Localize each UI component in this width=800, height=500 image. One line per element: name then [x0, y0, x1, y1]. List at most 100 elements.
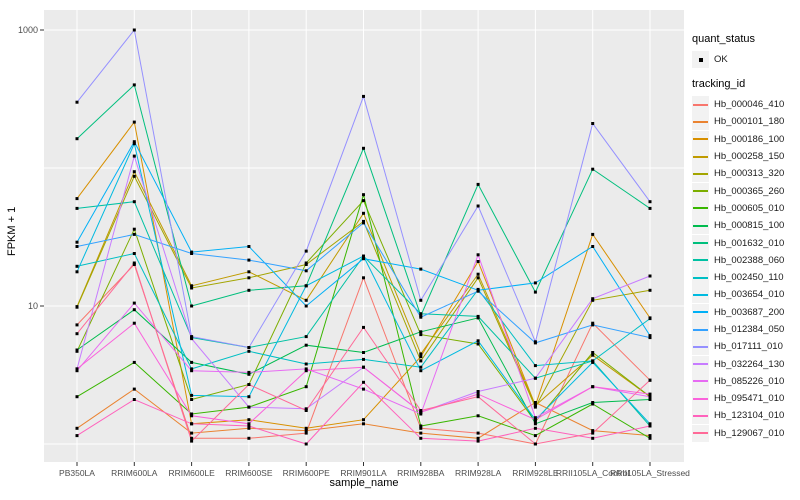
data-point — [304, 304, 308, 308]
data-point — [591, 401, 595, 404]
data-point — [419, 426, 423, 430]
data-point — [476, 342, 480, 346]
data-point — [247, 372, 251, 376]
data-point — [648, 317, 652, 321]
legend-key-box — [692, 217, 709, 235]
legend-title-tracking-id: tracking_id — [692, 78, 746, 90]
data-point — [132, 321, 136, 325]
data-point — [419, 355, 423, 359]
data-point — [190, 286, 194, 290]
legend-item-Hb_001632_010: Hb_001632_010 — [692, 234, 798, 252]
data-point — [304, 335, 308, 339]
x-tick-label: RRIM600LE — [168, 468, 215, 478]
data-point — [591, 353, 595, 357]
data-point — [190, 431, 194, 435]
data-point — [75, 332, 79, 336]
data-point — [533, 434, 537, 438]
legend-line-swatch — [693, 224, 708, 227]
legend-key-box — [692, 424, 709, 442]
data-point — [648, 288, 652, 292]
x-tick-label: RRIM600SE — [225, 468, 273, 478]
legend-line-swatch — [693, 190, 708, 193]
x-tick-label: RRIM901LA — [340, 468, 387, 478]
data-point — [304, 249, 308, 253]
legend: quant_status OK tracking_id Hb_000046_41… — [692, 33, 798, 442]
data-point — [419, 330, 423, 334]
data-point — [648, 424, 652, 428]
data-point — [533, 340, 537, 344]
data-point — [75, 367, 79, 371]
data-point — [591, 360, 595, 364]
data-point — [533, 416, 537, 420]
data-point — [362, 94, 365, 98]
legend-item-Hb_003654_010: Hb_003654_010 — [692, 286, 798, 304]
data-point — [304, 429, 308, 433]
data-point — [362, 211, 365, 215]
y-tick-label: 10 — [28, 301, 38, 311]
data-point — [419, 412, 423, 416]
data-point — [476, 395, 480, 399]
data-point — [648, 378, 652, 382]
data-point — [247, 424, 251, 428]
x-tick-label: RRIM600LA — [111, 468, 158, 478]
legend-key-box — [692, 407, 709, 425]
data-point — [648, 398, 652, 401]
data-point — [132, 120, 136, 124]
data-point — [419, 298, 423, 302]
data-point — [533, 404, 537, 407]
data-point — [132, 154, 136, 158]
legend-key-box — [692, 286, 709, 304]
legend-label: Hb_000365_260 — [714, 185, 785, 197]
legend-line-swatch — [693, 363, 708, 366]
data-point — [132, 174, 136, 178]
data-point — [591, 429, 595, 433]
data-point — [476, 182, 480, 186]
legend-line-swatch — [693, 293, 708, 296]
data-point — [304, 269, 308, 273]
legend-line-swatch — [693, 432, 708, 435]
x-tick-label: RRII105LA_Stressed — [610, 468, 690, 478]
data-point — [362, 254, 365, 258]
legend-line-swatch — [693, 397, 708, 400]
legend-item-Hb_000258_150: Hb_000258_150 — [692, 148, 798, 166]
data-point — [476, 392, 480, 396]
data-point — [304, 409, 308, 412]
data-point — [304, 385, 308, 389]
data-point — [476, 272, 480, 276]
y-tick-label: 1000 — [18, 25, 38, 35]
data-point — [190, 439, 194, 443]
data-point — [476, 314, 480, 318]
legend-key-box — [692, 182, 709, 200]
data-point — [648, 274, 652, 278]
data-point — [75, 197, 79, 201]
data-point — [362, 146, 365, 150]
legend-line-swatch — [693, 138, 708, 141]
data-point — [533, 418, 537, 422]
legend-title-quant-status: quant_status — [692, 33, 755, 45]
legend-line-swatch — [693, 120, 708, 123]
legend-key-box — [692, 234, 709, 252]
data-point — [419, 352, 423, 356]
legend-line-swatch — [693, 155, 708, 158]
data-point — [75, 426, 79, 430]
data-point — [247, 405, 251, 409]
legend-label: Hb_002450_110 — [714, 272, 784, 284]
data-point — [247, 395, 251, 399]
data-point — [75, 369, 79, 373]
legend-item-Hb_017111_010: Hb_017111_010 — [692, 338, 798, 356]
legend-label: Hb_095471_010 — [714, 393, 785, 405]
data-point — [190, 367, 194, 371]
data-point — [75, 240, 79, 244]
data-point — [419, 436, 423, 440]
data-point — [591, 298, 595, 302]
data-point — [419, 267, 423, 271]
data-point — [75, 323, 79, 327]
data-point — [476, 276, 480, 280]
data-point — [132, 360, 136, 364]
data-point — [132, 387, 136, 391]
legend-item-Hb_000186_100: Hb_000186_100 — [692, 130, 798, 148]
data-point — [132, 170, 136, 174]
data-point — [362, 418, 365, 422]
data-point — [362, 380, 365, 384]
